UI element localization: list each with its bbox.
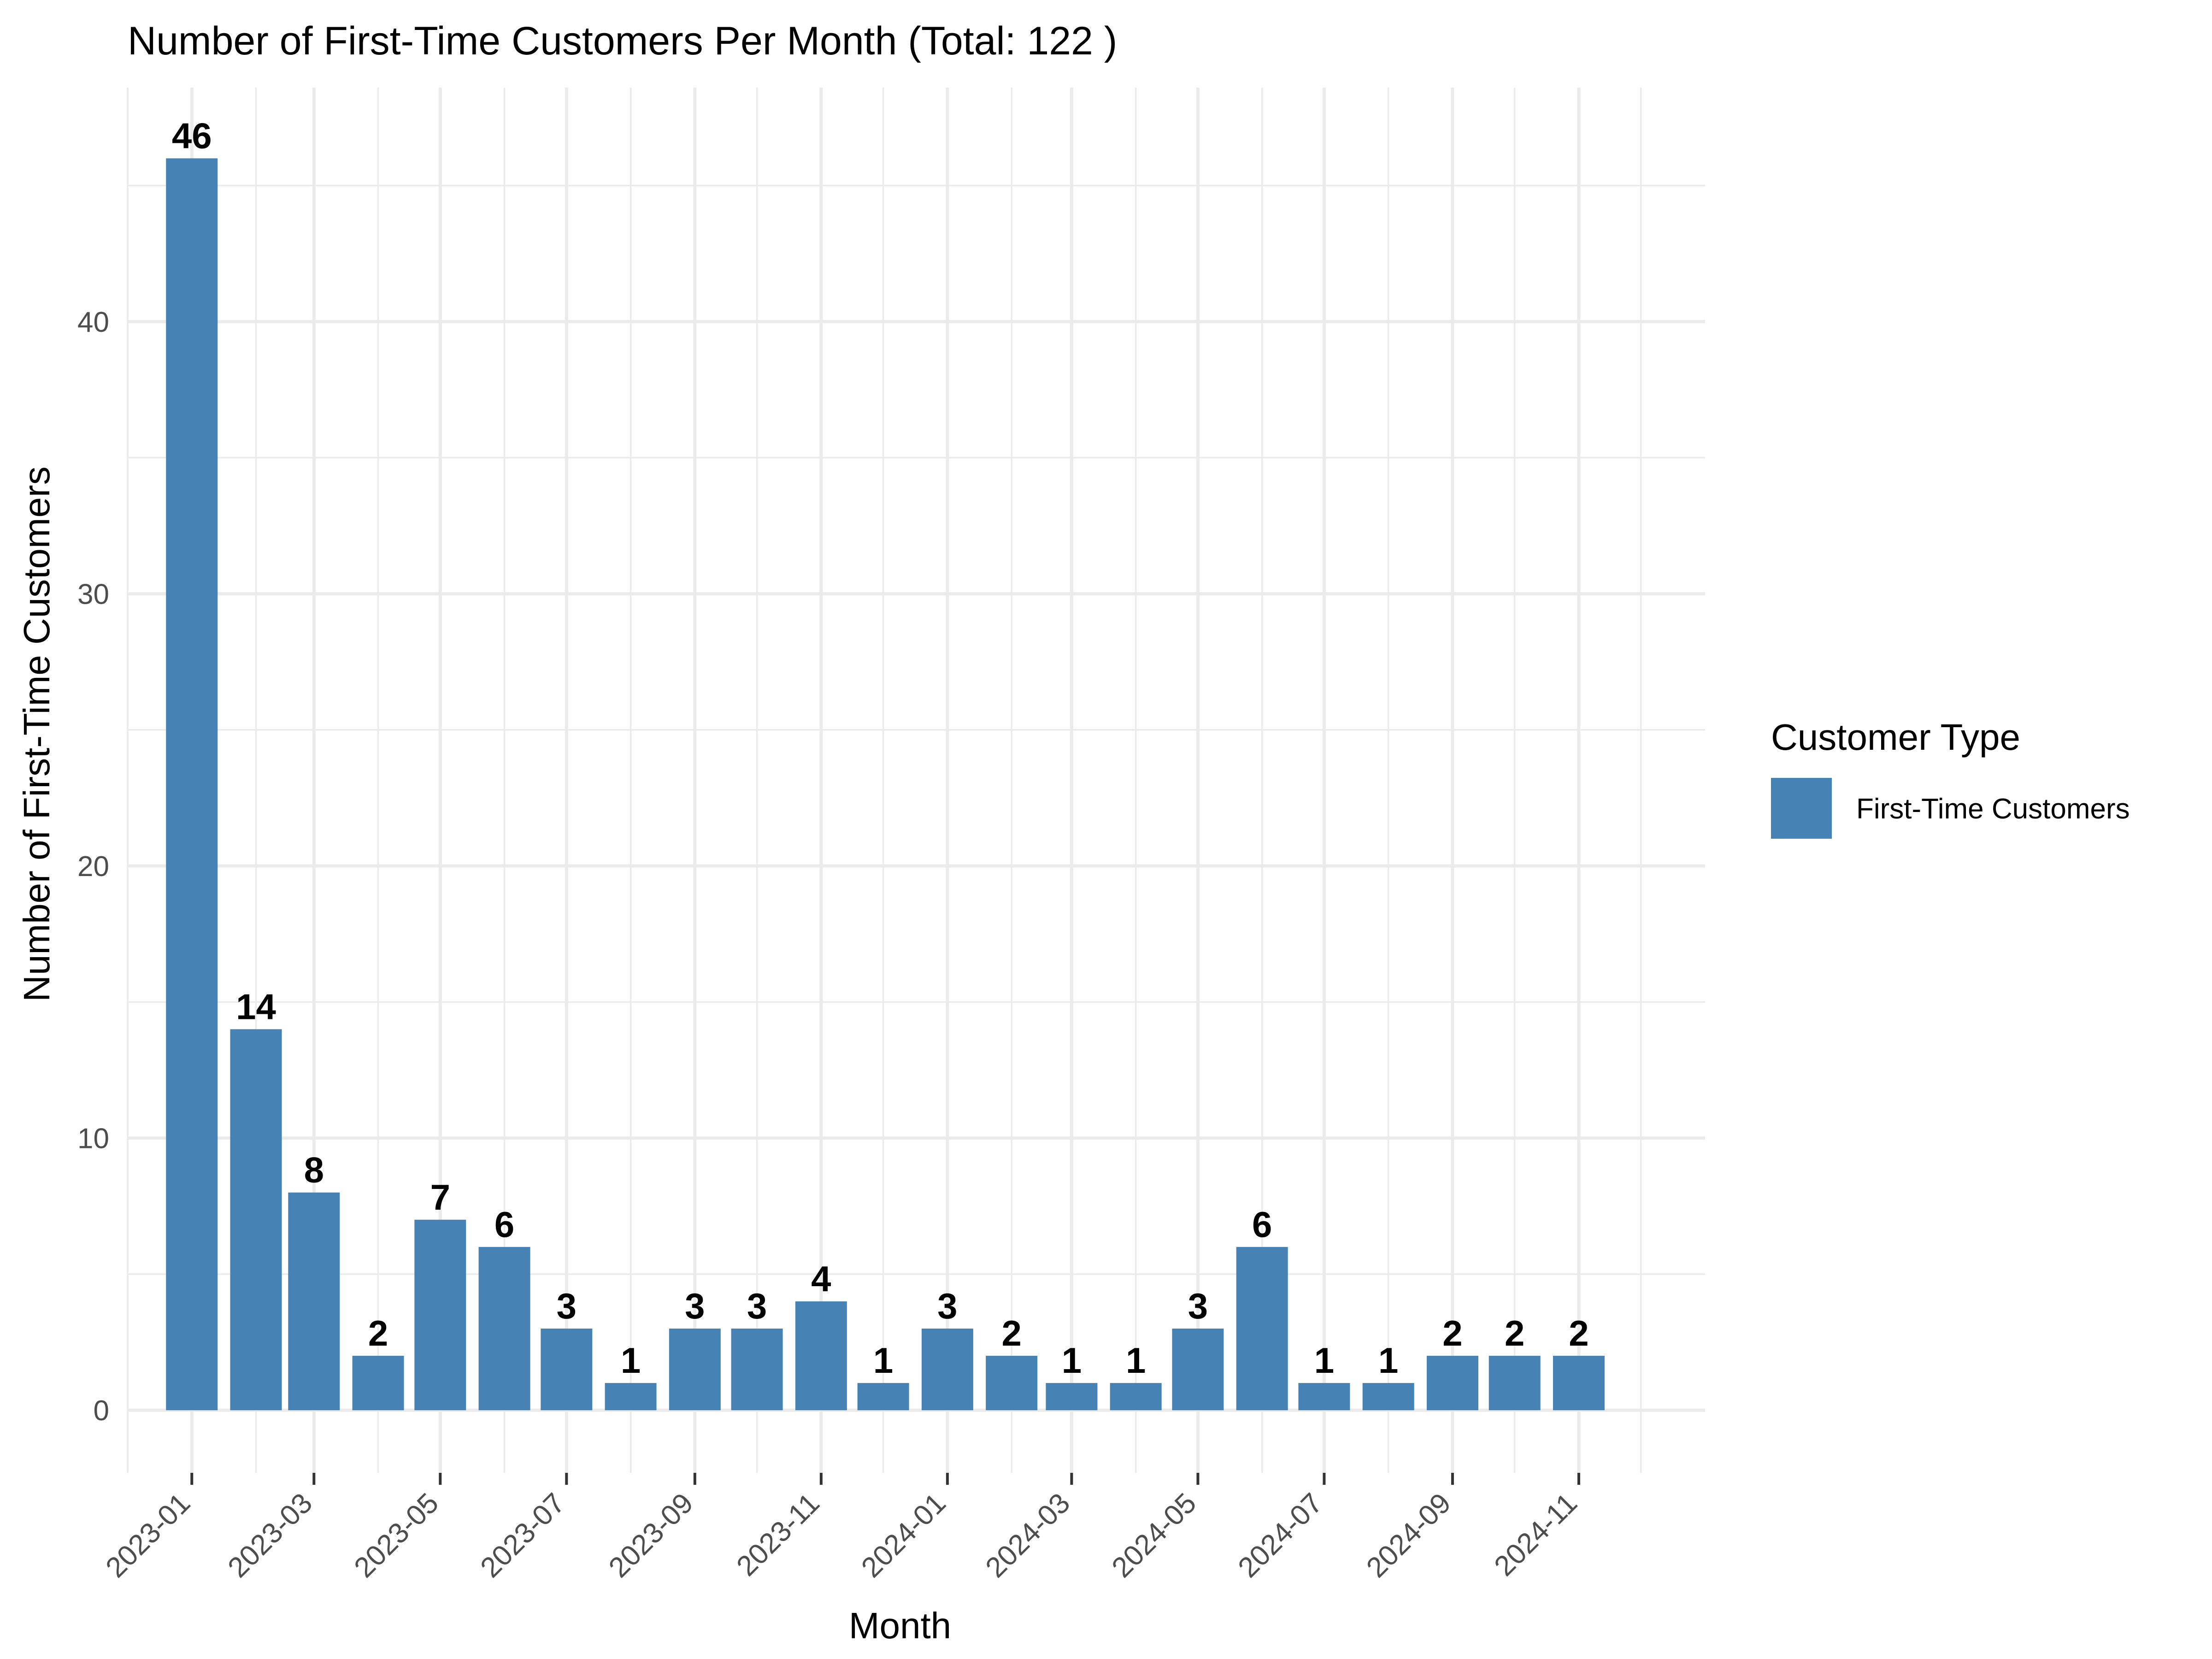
y-axis-ticks: 0 10 20 30 40 [77,306,109,1427]
bar [1236,1247,1288,1411]
bar-value-label: 1 [1378,1340,1398,1381]
bar [414,1219,466,1411]
bar [1298,1383,1350,1411]
bar-value-label: 46 [172,116,212,156]
bar [352,1356,404,1411]
bar [230,1029,282,1411]
bar-value-label: 3 [1188,1286,1208,1326]
bar [986,1356,1038,1411]
y-tick-label: 30 [77,578,109,610]
x-tick-label: 2024-11 [1488,1487,1583,1582]
bar [1172,1328,1224,1411]
x-tick-label: 2023-05 [348,1487,445,1584]
bar [288,1192,340,1411]
bar-value-label: 2 [1442,1313,1462,1353]
bar-value-label: 1 [873,1340,893,1381]
bar [1046,1383,1098,1411]
bars [166,158,1605,1411]
bar [669,1328,721,1411]
bar [921,1328,973,1411]
bar [857,1383,909,1411]
bar-value-label: 8 [304,1150,324,1190]
y-axis-title: Number of First-Time Customers [16,466,57,1002]
bar [478,1247,530,1411]
y-tick-label: 0 [94,1395,109,1427]
x-tick-label: 2024-01 [855,1487,952,1584]
bar-value-label: 7 [430,1177,450,1218]
x-tick-label: 2024-03 [980,1487,1077,1584]
y-tick-label: 20 [77,851,109,882]
bar-value-label: 2 [368,1313,388,1353]
x-tick-label: 2024-07 [1232,1487,1329,1584]
bar [1488,1356,1541,1411]
bar-value-labels: 46 14 8 2 7 6 3 1 3 3 4 1 3 2 1 1 3 6 1 1 2 2 2 [172,116,1589,1381]
legend: Customer Type First-Time Customers [1771,717,2130,839]
bar-value-label: 3 [937,1286,957,1326]
legend-label: First-Time Customers [1856,793,2130,825]
bar [1110,1383,1162,1411]
legend-title: Customer Type [1771,717,2020,758]
bar [1426,1356,1478,1411]
y-tick-label: 10 [77,1123,109,1155]
bar-value-label: 3 [747,1286,767,1326]
bar-value-label: 2 [1505,1313,1524,1353]
bar [605,1383,657,1411]
chart-title: Number of First-Time Customers Per Month… [128,19,1117,63]
bar-value-label: 2 [1569,1313,1588,1353]
bar-value-label: 6 [1252,1204,1272,1245]
bar-value-label: 1 [1126,1340,1146,1381]
bar-value-label: 6 [494,1204,514,1245]
bar [731,1328,783,1411]
bar-value-label: 4 [811,1259,831,1299]
bar-value-label: 1 [621,1340,641,1381]
x-tick-label: 2023-01 [100,1487,196,1584]
x-axis-title: Month [849,1605,951,1646]
bar [541,1328,593,1411]
bar [1553,1356,1605,1411]
x-tick-label: 2023-07 [475,1487,571,1584]
x-tick-label: 2023-09 [603,1487,700,1584]
x-tick-label: 2024-05 [1106,1487,1203,1584]
x-axis-ticks: 2023-01 2023-03 2023-05 2023-07 2023-09 2023-… [100,1473,1583,1584]
bar-value-label: 3 [685,1286,705,1326]
grid-lines [127,88,1705,1473]
bar-value-label: 2 [1001,1313,1021,1353]
x-tick-label: 2023-11 [730,1487,825,1582]
x-tick-label: 2023-03 [222,1487,319,1584]
x-tick-label: 2024-09 [1360,1487,1457,1584]
bar [1362,1383,1414,1411]
bar-value-label: 3 [557,1286,577,1326]
bar-value-label: 1 [1314,1340,1334,1381]
bar-value-label: 14 [236,986,276,1027]
y-tick-label: 40 [77,306,109,338]
bar [795,1301,847,1411]
bar [166,158,218,1411]
legend-swatch [1771,778,1832,839]
bar-value-label: 1 [1062,1340,1082,1381]
